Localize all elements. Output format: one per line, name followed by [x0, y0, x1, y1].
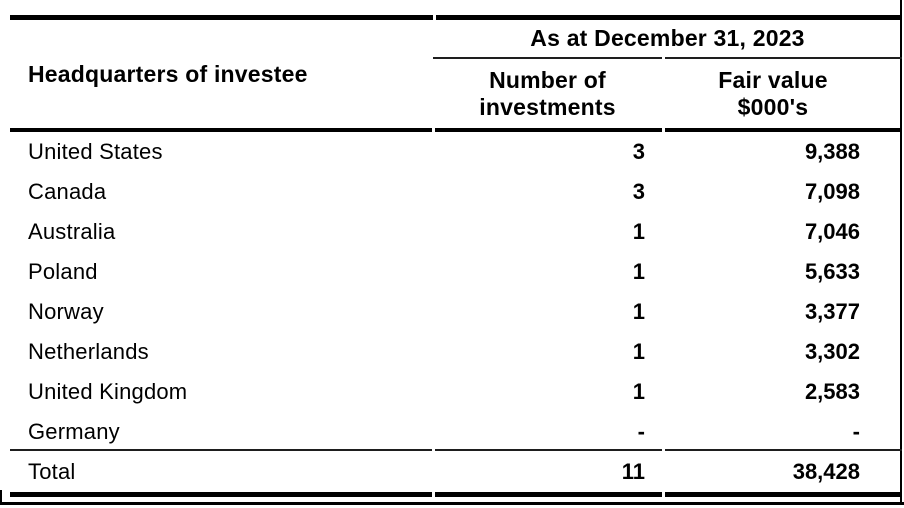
table-body: United States 3 9,388 Canada 3 7,098 Aus…	[0, 132, 904, 452]
fair-value-cell: 5,633	[804, 259, 860, 284]
table-row: Norway 1 3,377	[10, 292, 902, 332]
fair-value-column-header: Fair value $000's	[662, 59, 884, 128]
table-row: Poland 1 5,633	[10, 252, 902, 292]
investments-cell: 1	[632, 379, 645, 404]
country-cell: Netherlands	[28, 339, 149, 364]
country-cell: Poland	[28, 259, 98, 284]
table-top-rule-right	[436, 15, 902, 20]
total-top-rule-seg1	[10, 449, 432, 451]
table-row: Germany - -	[10, 412, 902, 452]
fair-value-header-line1: Fair value	[718, 66, 828, 93]
total-row: Total 11 38,428	[10, 451, 902, 492]
country-cell: Germany	[28, 419, 120, 444]
investments-cell: 3	[632, 139, 645, 164]
fair-value-cell: 7,098	[804, 179, 860, 204]
investments-cell: 1	[632, 299, 645, 324]
total-bottom-rule-seg1	[10, 492, 432, 497]
fair-value-cell: 2,583	[804, 379, 860, 404]
investments-header-line2: investments	[479, 93, 616, 120]
fair-value-cell: -	[852, 419, 860, 444]
period-underline-right	[665, 57, 902, 59]
total-top-rule-seg2	[435, 449, 662, 451]
frame-right-border	[900, 0, 902, 505]
frame-left-border-segment	[0, 490, 2, 505]
total-top-rule-seg3	[665, 449, 902, 451]
header-bottom-rule-seg3	[665, 128, 902, 132]
country-cell: United Kingdom	[28, 379, 188, 404]
fair-value-cell: 3,377	[804, 299, 860, 324]
header-bottom-rule-seg1	[10, 128, 432, 132]
total-investments-cell: 11	[621, 458, 645, 484]
fair-value-cell: 7,046	[804, 219, 860, 244]
table-top-rule-left	[10, 15, 433, 20]
fair-value-header-line2: $000's	[737, 93, 809, 120]
table-row: Australia 1 7,046	[10, 212, 902, 252]
total-label: Total	[28, 458, 76, 484]
investments-cell: 1	[632, 219, 645, 244]
country-cell: Australia	[28, 219, 116, 244]
investments-header-line1: Number of	[489, 66, 606, 93]
country-cell: Norway	[28, 299, 104, 324]
country-cell: Canada	[28, 179, 107, 204]
period-underline-left	[433, 57, 662, 59]
table-row: United Kingdom 1 2,583	[10, 372, 902, 412]
table-row: United States 3 9,388	[10, 132, 902, 172]
frame-bottom-border	[0, 502, 904, 505]
country-cell: United States	[28, 139, 163, 164]
investments-cell: 1	[632, 339, 645, 364]
fair-value-cell: 3,302	[804, 339, 860, 364]
total-bottom-rule-seg3	[665, 492, 902, 497]
country-column-header: Headquarters of investee	[28, 60, 308, 87]
investments-cell: 1	[632, 259, 645, 284]
period-header: As at December 31, 2023	[530, 25, 805, 51]
header-bottom-rule-seg2	[435, 128, 662, 132]
table-row: Canada 3 7,098	[10, 172, 902, 212]
investments-column-header: Number of investments	[433, 59, 662, 128]
total-fair-value-cell: 38,428	[792, 458, 860, 484]
total-bottom-rule-seg2	[435, 492, 662, 497]
table-row: Netherlands 1 3,302	[10, 332, 902, 372]
fair-value-cell: 9,388	[804, 139, 860, 164]
investments-cell: 3	[632, 179, 645, 204]
investments-cell: -	[637, 419, 645, 444]
